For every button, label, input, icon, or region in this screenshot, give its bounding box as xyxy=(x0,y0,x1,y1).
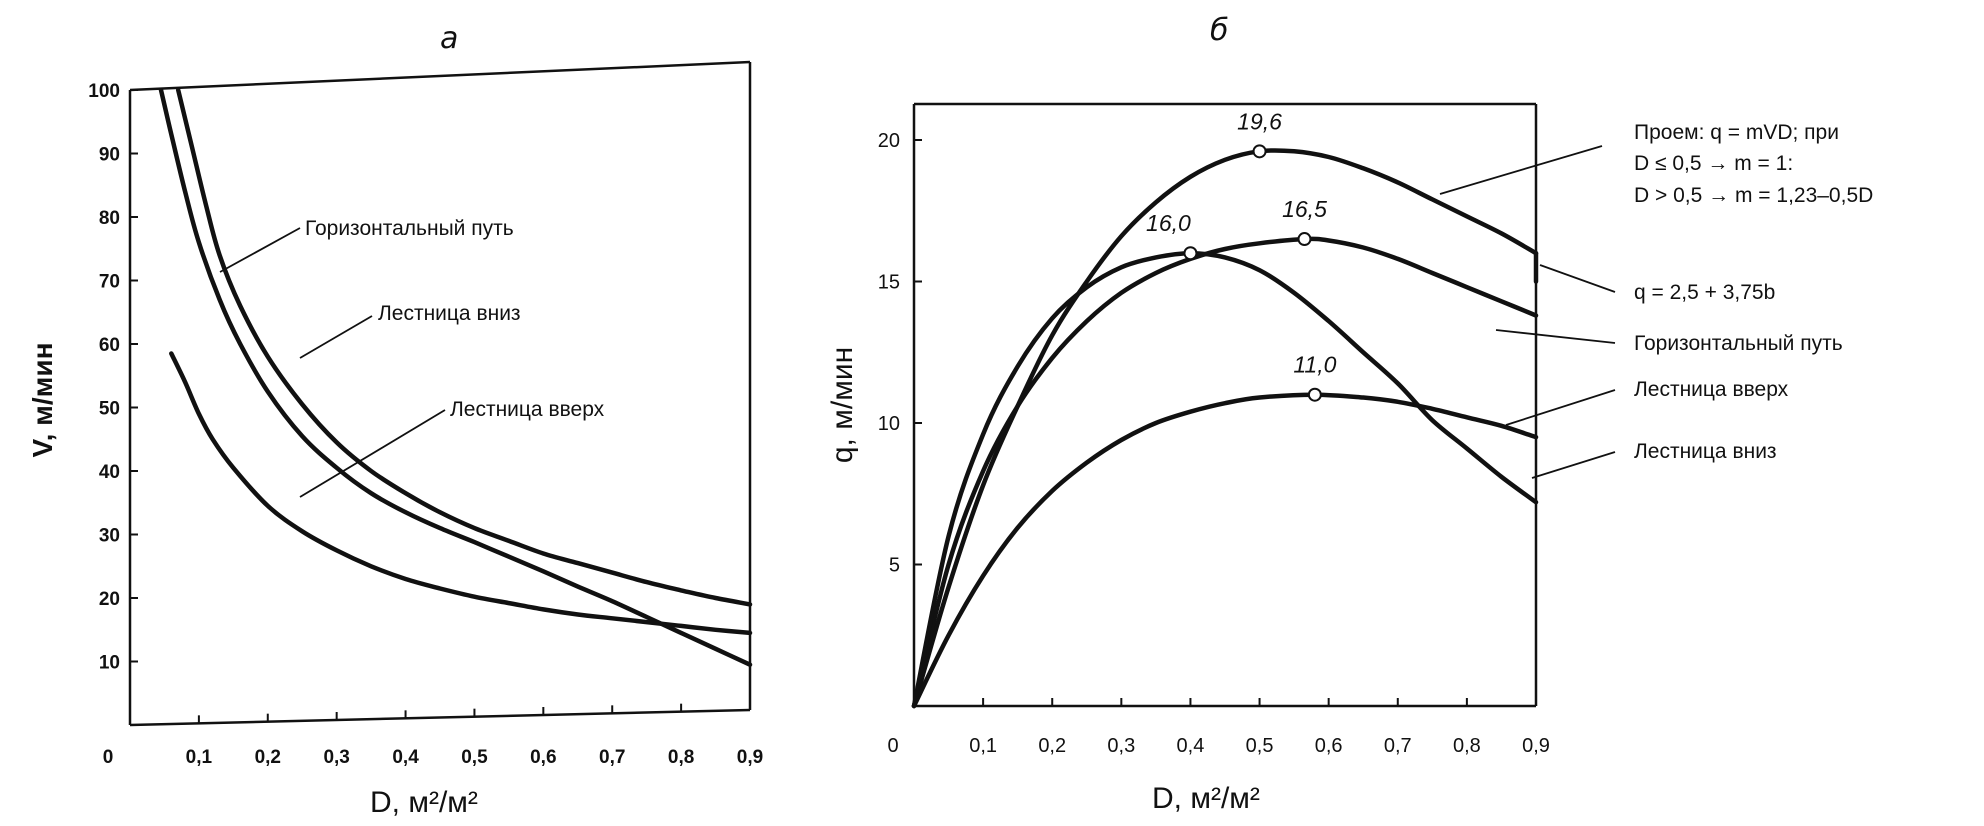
x-tick-label-0: 0 xyxy=(103,747,114,768)
y-tick-label-70: 70 xyxy=(99,272,120,293)
y-tick-label-20: 20 xyxy=(878,130,900,152)
y-tick-label-20: 20 xyxy=(99,589,120,610)
legend-leader-horizontal xyxy=(219,227,301,273)
x-tick-label-0-8: 0,8 xyxy=(1453,735,1481,757)
y-tick-label-90: 90 xyxy=(99,145,120,166)
x-tick-label-0-2: 0,2 xyxy=(255,747,281,768)
y-tick-label-5: 5 xyxy=(889,555,900,577)
panel-b-curves xyxy=(911,148,1539,709)
panel-a-chart: а 0 0,1 0,2 0,3 0,4 0,5 0,6 0,7 0,8 0,9 10 20 30 40 5… xyxy=(27,21,763,819)
y-tick-label-10: 10 xyxy=(878,413,900,435)
x-tick-label-0-3: 0,3 xyxy=(1107,735,1135,757)
panel-a-x-axis-title: D, м²/м² xyxy=(370,786,478,819)
peak-marker-16-0 xyxy=(1183,246,1198,261)
legend-leader-stairs-down xyxy=(1531,451,1616,479)
legend-label-stairs-up: Лестница вверх xyxy=(1634,378,1789,401)
x-tick-label-0-8: 0,8 xyxy=(668,747,694,768)
panel-a-series-1-line xyxy=(158,87,753,667)
y-tick-label-60: 60 xyxy=(99,335,120,356)
panel-a-letter: а xyxy=(440,21,458,56)
peak-marker-19-6 xyxy=(1252,144,1267,159)
peak-label-16-5: 16,5 xyxy=(1282,196,1327,222)
y-tick-label-15: 15 xyxy=(878,272,900,294)
legend-leader-stairs-up xyxy=(299,409,446,498)
panel-a-top-border xyxy=(129,60,751,92)
legend-opening-line-1: Проем: q = mVD; при xyxy=(1634,121,1839,144)
peak-marker-16-5 xyxy=(1297,232,1312,247)
x-tick-label-0-7: 0,7 xyxy=(599,747,625,768)
panel-b-y-axis-title: q, м/мин xyxy=(826,347,859,463)
panel-b-series-4-line xyxy=(911,250,1539,709)
x-tick-label-0-2: 0,2 xyxy=(1038,735,1066,757)
legend-leader-stairs-down xyxy=(299,315,373,359)
legend-label-stairs-up: Лестница вверх xyxy=(450,398,605,421)
panel-b-series-2-line xyxy=(911,236,1539,709)
x-tick-label-0-5: 0,5 xyxy=(461,747,488,768)
legend-label-horizontal-path: Горизонтальный путь xyxy=(1634,332,1843,355)
legend-leader-opening xyxy=(1439,145,1603,195)
x-tick-label-0-4: 0,4 xyxy=(1177,735,1205,757)
legend-opening-line-2: D ≤ 0,5 → m = 1: xyxy=(1634,152,1793,175)
panel-b-letter: б xyxy=(1210,13,1229,48)
panel-b-x-axis-title: D, м²/м² xyxy=(1152,782,1260,815)
x-tick-label-0-3: 0,3 xyxy=(323,747,349,768)
legend-leader-horizontal xyxy=(1495,329,1616,344)
panel-b-chart: б 0 0,1 0,2 0,3 0,4 0,5 0,6 0,7 0,8 0,9 5 10 15 20 1… xyxy=(826,13,1873,815)
x-tick-label-0-4: 0,4 xyxy=(392,747,419,768)
panel-a-y-ticks: 10 20 30 40 50 60 70 80 90 100 xyxy=(88,81,138,674)
peak-label-19-6: 19,6 xyxy=(1237,108,1282,134)
panel-a-legend: Горизонтальный путь Лестница вниз Лестни… xyxy=(219,217,605,498)
panel-a-series-2-line xyxy=(169,351,753,636)
legend-leader-stairs-up xyxy=(1505,389,1616,426)
peak-label-11-0: 11,0 xyxy=(1293,352,1336,378)
peak-marker-11-0 xyxy=(1307,387,1322,402)
y-tick-label-100: 100 xyxy=(88,81,120,102)
y-tick-label-10: 10 xyxy=(99,653,120,674)
panel-b-x-ticks: 0 0,1 0,2 0,3 0,4 0,5 0,6 0,7 0,8 0,9 xyxy=(887,698,1550,757)
legend-label-horizontal-path: Горизонтальный путь xyxy=(305,217,514,240)
panel-b-y-ticks: 5 10 15 20 xyxy=(878,130,922,577)
panel-b-series-0-line xyxy=(911,148,1539,709)
legend-formula: q = 2,5 + 3,75b xyxy=(1634,281,1775,304)
panel-a-y-axis-title: V, м/мин xyxy=(27,343,58,458)
x-tick-label-0-9: 0,9 xyxy=(1522,735,1550,757)
y-tick-label-50: 50 xyxy=(99,399,120,420)
y-tick-label-80: 80 xyxy=(99,208,120,229)
x-tick-label-0-7: 0,7 xyxy=(1384,735,1412,757)
peak-label-16-0: 16,0 xyxy=(1146,210,1191,236)
x-tick-label-0-1: 0,1 xyxy=(186,747,213,768)
panel-b-peak-markers: 19,6 16,5 16,0 11,0 xyxy=(1146,108,1337,402)
legend-opening-line-3: D > 0,5 → m = 1,23–0,5D xyxy=(1634,184,1873,207)
y-tick-label-30: 30 xyxy=(99,526,120,547)
legend-label-stairs-down: Лестница вниз xyxy=(378,302,521,325)
x-tick-label-0: 0 xyxy=(887,735,898,757)
x-tick-label-0-9: 0,9 xyxy=(737,747,763,768)
y-tick-label-40: 40 xyxy=(99,462,120,483)
x-tick-label-0-5: 0,5 xyxy=(1246,735,1274,757)
legend-leader-formula xyxy=(1539,264,1616,293)
panel-b-series-3-line xyxy=(911,392,1539,709)
x-tick-label-0-1: 0,1 xyxy=(969,735,997,757)
panel-a-bottom-axis xyxy=(129,708,751,727)
panel-a-curves xyxy=(158,87,753,667)
x-tick-label-0-6: 0,6 xyxy=(1315,735,1343,757)
legend-label-stairs-down: Лестница вниз xyxy=(1634,440,1777,463)
panel-a-x-ticks: 0 0,1 0,2 0,3 0,4 0,5 0,6 0,7 0,8 0,9 xyxy=(103,702,763,768)
panel-a-series-0-line xyxy=(175,87,753,607)
x-tick-label-0-6: 0,6 xyxy=(530,747,556,768)
panel-b-legend: Проем: q = mVD; при D ≤ 0,5 → m = 1: D >… xyxy=(1439,121,1873,479)
